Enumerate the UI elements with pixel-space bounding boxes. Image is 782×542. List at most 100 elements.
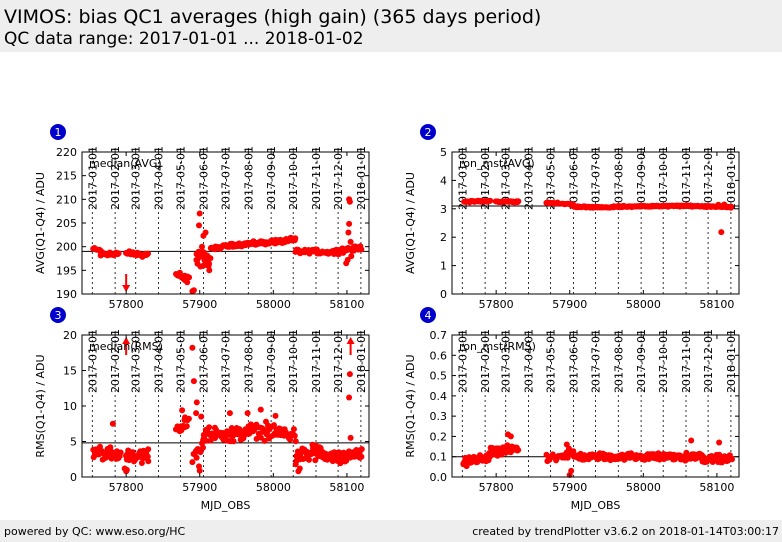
data-point [145,250,151,257]
chart-panel-4: 2017-01-01 2017-02-01 2017-03-01 2017-04-01… [404,307,740,512]
data-point [507,433,514,440]
date-tick-label: 2017-03-01 [500,329,513,393]
date-tick-label: 2017-12-01 [702,146,715,210]
date-tick-label: 2017-12-01 [332,329,345,393]
x-tick-label: 57900 [552,298,587,311]
data-point [103,454,110,460]
y-tick-label: 20 [63,329,77,342]
data-point [117,449,124,456]
date-tick-label: 2017-05-01 [545,146,558,210]
y-tick-label: 215 [56,170,77,183]
data-point [176,269,183,276]
date-tick-label: 2017-01-01 [86,146,99,210]
y-tick-label: 4 [440,174,447,187]
data-point [190,287,197,294]
data-point [145,458,152,465]
data-point [346,371,353,378]
trend-plots: 2017-01-01 2017-02-01 2017-03-01 2017-04-01… [34,124,740,512]
data-point [145,446,152,453]
data-point [196,467,203,474]
data-point [202,229,209,236]
data-point [729,456,735,463]
data-point [346,198,353,205]
data-point [123,466,130,473]
series-legend: ron_mst(AVG) [459,157,535,170]
date-tick-label: 2017-12-01 [332,146,345,210]
panel-number-label: 3 [55,309,62,322]
data-point [347,238,354,245]
date-tick-label: 2017-08-01 [612,329,625,393]
data-point [348,253,355,260]
data-point [196,210,203,217]
series-legend: median(AVG) [89,157,162,170]
data-point [291,432,298,439]
date-tick-label: 2017-11-01 [310,146,323,210]
data-point [226,410,233,417]
date-tick-label: 2017-06-01 [567,146,580,210]
date-tick-label: 2017-07-01 [220,329,233,393]
x-tick-label: 58000 [626,481,661,494]
data-point [184,279,191,286]
date-tick-label: 2017-03-01 [130,146,143,210]
data-point [182,414,188,421]
x-tick-label: 58000 [256,481,291,494]
data-point [564,454,571,461]
data-point [728,203,735,210]
y-tick-label: 5 [70,436,77,449]
panel-number-badge [50,307,66,323]
y-tick-label: 0.7 [430,329,448,342]
data-point [346,220,353,227]
y-axis-label: RMS(Q1-Q4) / ADU [34,354,47,457]
y-tick-label: 0.5 [430,370,448,383]
data-point [263,418,269,425]
data-point [688,437,695,444]
data-point [487,197,494,204]
y-tick-label: 5 [440,146,447,159]
date-tick-label: 2017-05-01 [545,329,558,393]
data-point [244,410,251,417]
data-point [345,229,352,236]
date-tick-label: 2017-09-01 [635,146,648,210]
data-point [206,267,213,274]
data-point [290,426,297,433]
data-point [230,438,237,445]
data-point [115,250,122,257]
date-tick-label: 2018-01-01 [725,329,738,393]
data-point [721,201,728,208]
panel-number-label: 2 [425,126,432,139]
data-point [718,229,725,236]
data-point [144,453,151,460]
date-tick-label: 2017-01-01 [86,329,99,393]
date-tick-label: 2017-05-01 [175,329,188,393]
footer-powered-by: powered by QC: www.eso.org/HC [4,525,186,538]
date-tick-label: 2017-10-01 [657,329,670,393]
plot-frame [451,151,740,295]
date-tick-label: 2017-08-01 [612,146,625,210]
date-tick-label: 2017-06-01 [567,329,580,393]
chart-panel-3: 2017-01-01 2017-02-01 2017-03-01 2017-04-01… [34,307,370,512]
y-tick-label: 2 [440,231,447,244]
date-tick-label: 2017-10-01 [657,146,670,210]
date-tick-label: 2017-11-01 [680,146,693,210]
data-point [306,456,312,463]
x-tick-label: 58100 [329,298,364,311]
y-tick-label: 0 [70,471,77,484]
date-tick-label: 2017-11-01 [680,329,693,393]
y-tick-label: 210 [56,193,77,206]
data-point [109,420,116,427]
data-point [347,434,354,441]
date-tick-label: 2018-01-01 [355,329,368,393]
y-tick-label: 195 [56,264,77,277]
x-tick-label: 57900 [552,481,587,494]
y-tick-label: 1 [440,260,447,273]
y-tick-label: 0.6 [430,349,448,362]
x-tick-label: 58000 [256,298,291,311]
outlier-arrow-head [122,337,131,344]
y-tick-label: 0.3 [430,410,448,423]
panel-number-badge [420,124,436,140]
date-tick-label: 2017-10-01 [287,329,300,393]
outlier-arrow-head [122,285,131,292]
y-tick-label: 205 [56,217,77,230]
y-tick-label: 0.2 [430,430,448,443]
data-point [197,449,204,456]
